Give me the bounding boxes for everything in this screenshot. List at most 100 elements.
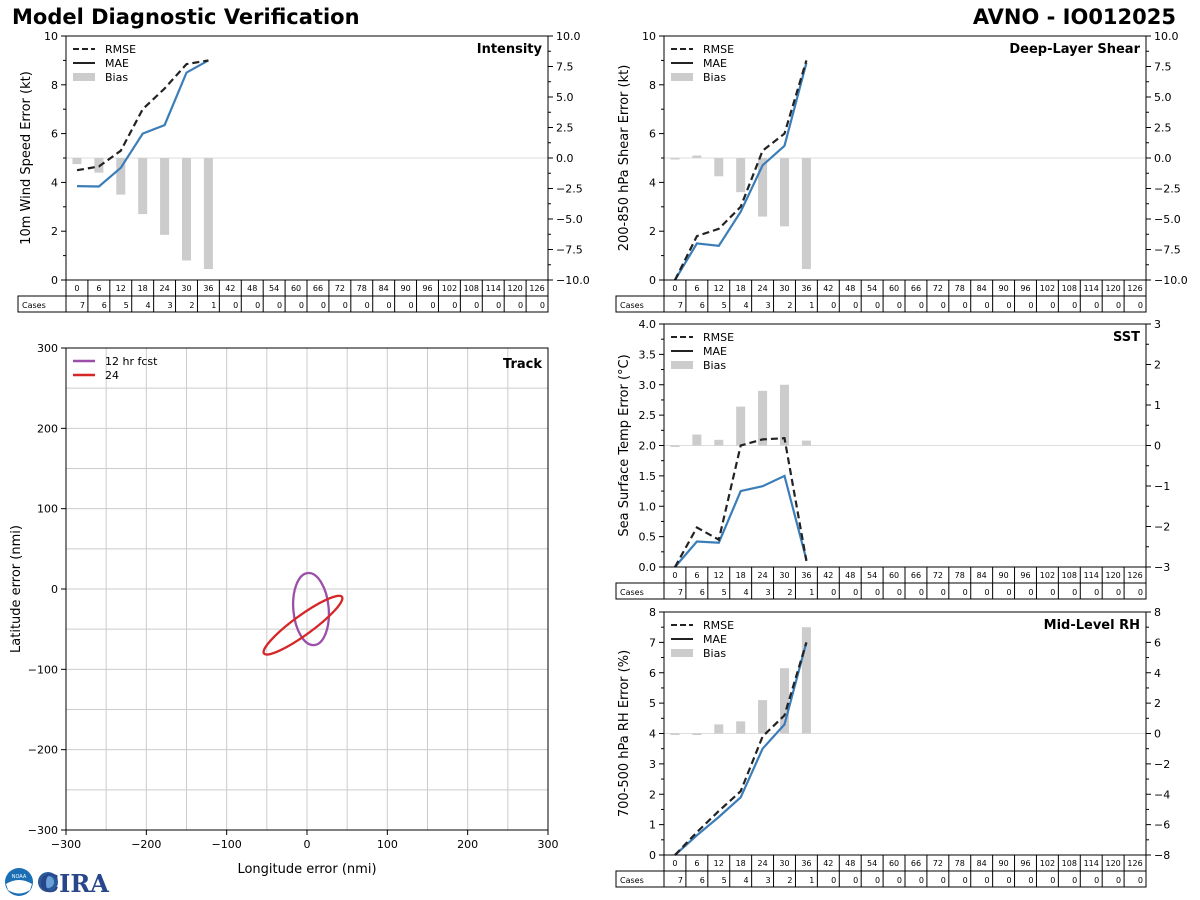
- sst-hour-label: 12: [714, 571, 724, 580]
- rh-y2tick-label: −8: [1154, 849, 1170, 862]
- rh-rmse-line: [674, 642, 808, 856]
- shear-y2tick-label: 2.5: [1154, 122, 1172, 135]
- sst-hour-label: 36: [801, 571, 811, 580]
- rh-cases-label: Cases: [620, 876, 644, 885]
- track-title: Track: [503, 357, 542, 372]
- sst-hour-label: 72: [933, 571, 943, 580]
- sst-title: SST: [1113, 330, 1140, 345]
- rh-ytick-label: 7: [649, 636, 656, 649]
- rh-case-count: 0: [1028, 876, 1033, 885]
- shear-hour-label: 120: [1105, 284, 1120, 293]
- cira-logo-text: CIRA: [40, 869, 109, 898]
- sst-y2tick-label: 0: [1154, 440, 1161, 453]
- intensity-y2tick-label: −5.0: [556, 213, 583, 226]
- sst-hour-label: 6: [694, 571, 699, 580]
- rh-case-count: 3: [765, 876, 770, 885]
- sst-ylabel: Sea Surface Temp Error (°C): [617, 354, 632, 536]
- rh-y2tick-label: 0: [1154, 728, 1161, 741]
- sst-case-count: 0: [875, 588, 880, 597]
- rh-hour-label: 36: [801, 859, 811, 868]
- intensity-y2tick-label: −10.0: [556, 274, 590, 287]
- track-xtick-label: −300: [51, 838, 81, 851]
- rh-case-count: 0: [897, 876, 902, 885]
- shear-cases-row: [615, 295, 1147, 313]
- intensity-case-count: 0: [496, 301, 501, 310]
- shear-case-count: 0: [875, 301, 880, 310]
- rh-hour-label: 66: [911, 859, 921, 868]
- shear-ytick-label: 0: [649, 274, 656, 287]
- sst-hour-label: 60: [889, 571, 899, 580]
- shear-y2tick-label: 5.0: [1154, 91, 1172, 104]
- rh-hour-label: 12: [714, 859, 724, 868]
- rh-hour-label: 96: [1020, 859, 1030, 868]
- sst-hour-label: 78: [955, 571, 965, 580]
- shear-hour-label: 18: [736, 284, 746, 293]
- shear-hour-label: 84: [977, 284, 987, 293]
- rh-case-count: 0: [963, 876, 968, 885]
- rh-case-count: 7: [678, 876, 683, 885]
- rh-legend-mae: MAE: [703, 633, 727, 646]
- intensity-hour-label: 66: [313, 284, 323, 293]
- shear-hour-label: 36: [801, 284, 811, 293]
- intensity-case-count: 7: [80, 301, 85, 310]
- rh-case-count: 0: [853, 876, 858, 885]
- shear-bias-bar: [736, 158, 746, 193]
- sst-hour-label: 90: [998, 571, 1008, 580]
- sst-case-count: 0: [897, 588, 902, 597]
- track-ellipse-24hr: [262, 594, 344, 656]
- sst-case-count: 4: [744, 588, 749, 597]
- intensity-bias-bar: [160, 158, 170, 235]
- rh-case-count: 0: [919, 876, 924, 885]
- rh-hour-label: 120: [1105, 859, 1120, 868]
- intensity-bias-bar: [72, 158, 82, 165]
- intensity-mae-line: [76, 59, 209, 188]
- intensity-case-count: 2: [189, 301, 194, 310]
- intensity-hour-label: 114: [486, 284, 501, 293]
- shear-hour-label: 60: [889, 284, 899, 293]
- rh-bias-bar: [714, 724, 724, 734]
- shear-ytick-label: 8: [649, 79, 656, 92]
- shear-hour-label: 96: [1020, 284, 1030, 293]
- shear-case-count: 2: [787, 301, 792, 310]
- rh-y2tick-label: −4: [1154, 788, 1170, 801]
- shear-ylabel: 200-850 hPa Shear Error (kt): [617, 65, 632, 252]
- intensity-case-count: 0: [343, 301, 348, 310]
- rh-ytick-label: 3: [649, 758, 656, 771]
- shear-hour-label: 102: [1040, 284, 1055, 293]
- rh-hour-label: 6: [694, 859, 699, 868]
- rh-ytick-label: 5: [649, 697, 656, 710]
- track-xtick-label: 100: [377, 838, 398, 851]
- intensity-ytick-label: 0: [51, 274, 58, 287]
- shear-hour-label: 72: [933, 284, 943, 293]
- shear-bias-bar: [780, 158, 789, 227]
- sst-case-count: 0: [1006, 588, 1011, 597]
- rh-case-count: 0: [1116, 876, 1121, 885]
- track-xtick-label: 300: [538, 838, 559, 851]
- shear-y2tick-label: −10.0: [1154, 274, 1188, 287]
- sst-ytick-label: 1.5: [639, 470, 657, 483]
- rh-case-count: 0: [831, 876, 836, 885]
- sst-case-count: 0: [963, 588, 968, 597]
- intensity-case-count: 0: [365, 301, 370, 310]
- sst-case-count: 0: [1138, 588, 1143, 597]
- rh-ytick-label: 6: [649, 667, 656, 680]
- intensity-hour-label: 36: [203, 284, 213, 293]
- rh-case-count: 0: [1072, 876, 1077, 885]
- sst-y2tick-label: 3: [1154, 318, 1161, 331]
- intensity-case-count: 0: [255, 301, 260, 310]
- intensity-case-count: 1: [211, 301, 216, 310]
- shear-case-count: 0: [831, 301, 836, 310]
- track-ytick-label: 0: [51, 583, 58, 596]
- sst-y2tick-label: 1: [1154, 399, 1161, 412]
- intensity-ytick-label: 10: [44, 30, 58, 43]
- intensity-hour-label: 108: [464, 284, 479, 293]
- intensity-case-count: 6: [102, 301, 107, 310]
- shear-ytick-label: 6: [649, 128, 656, 141]
- intensity-case-count: 5: [124, 301, 129, 310]
- shear-case-count: 0: [1050, 301, 1055, 310]
- intensity-ytick-label: 4: [51, 176, 58, 189]
- intensity-case-count: 0: [233, 301, 238, 310]
- rh-legend-rmse: RMSE: [703, 619, 734, 632]
- shear-y2tick-label: 10.0: [1154, 30, 1179, 43]
